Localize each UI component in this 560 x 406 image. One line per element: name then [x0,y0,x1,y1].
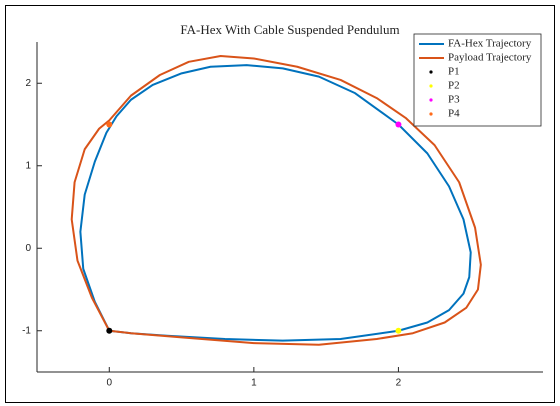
point-marker [106,327,113,334]
y-tick-label: 0 [25,243,31,254]
trajectory-line [70,55,482,346]
legend-label: Payload Trajectory [448,52,532,64]
point-marker [395,121,402,128]
y-tick-label: 1 [25,160,31,171]
x-tick-label: 2 [396,378,402,389]
legend-label: P3 [448,94,460,106]
y-tick-label: -1 [22,325,31,336]
legend-box [413,33,542,127]
legend-label: P2 [448,80,460,92]
point-marker [395,327,402,334]
legend-marker [429,112,433,116]
legend-label: P4 [448,108,460,120]
legend-marker [429,98,433,102]
frame [5,5,555,403]
chart-title: FA-Hex With Cable Suspended Pendulum [180,22,399,37]
legend-marker [429,84,433,88]
point-marker [106,121,113,128]
legend-label: FA-Hex Trajectory [448,38,532,50]
trajectory-line [79,64,472,342]
x-tick-label: 1 [251,378,257,389]
x-tick-label: 0 [107,378,113,389]
legend-marker [429,70,433,74]
y-tick-label: 2 [25,78,31,89]
legend-label: P1 [448,66,460,78]
